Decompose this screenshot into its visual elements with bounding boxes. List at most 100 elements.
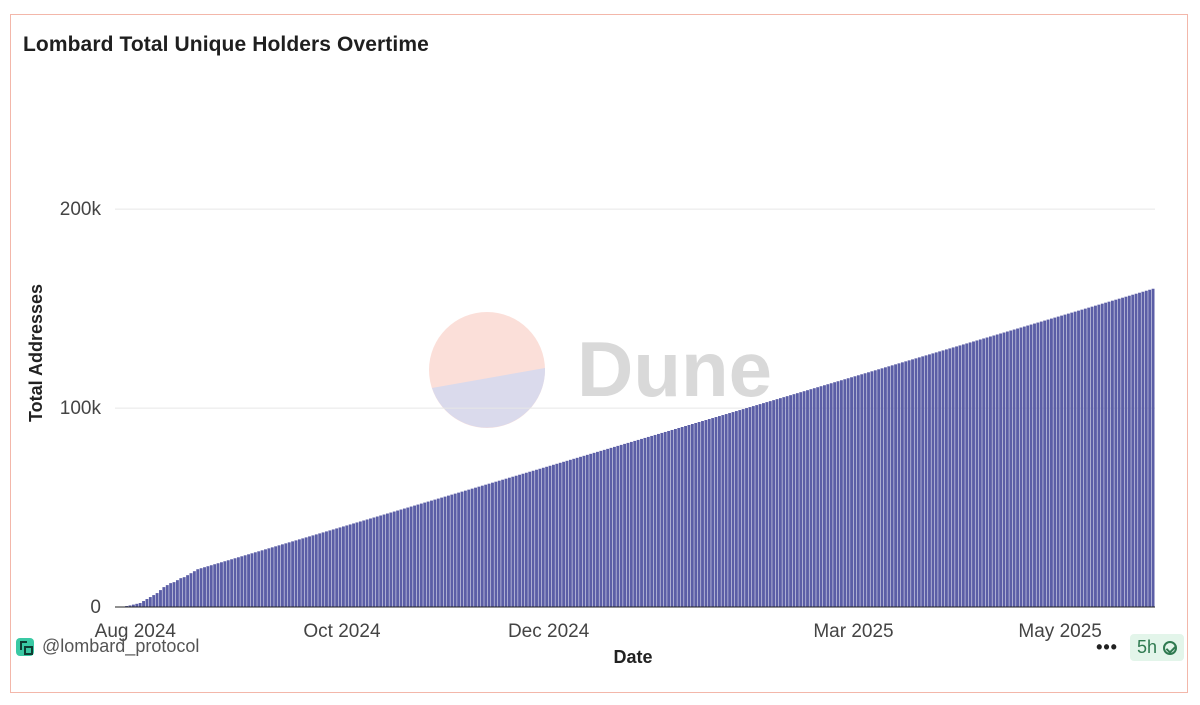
bar — [270, 547, 274, 607]
bar — [880, 368, 884, 607]
bar — [660, 432, 664, 607]
bar — [558, 462, 562, 607]
check-circle-icon — [1163, 640, 1177, 655]
bar — [1049, 318, 1053, 607]
bar — [755, 405, 759, 607]
bar — [718, 416, 721, 607]
bar — [314, 534, 318, 607]
bar — [978, 339, 982, 607]
bar — [657, 433, 660, 607]
bar — [1077, 310, 1080, 607]
bar — [982, 338, 986, 607]
bar — [1104, 302, 1108, 607]
bar — [809, 389, 813, 607]
bar — [216, 563, 220, 607]
author-name: @lombard_protocol — [42, 636, 200, 656]
bar — [389, 512, 393, 607]
bar — [538, 468, 542, 607]
bar — [785, 396, 789, 607]
bar — [606, 448, 610, 607]
bar — [484, 484, 488, 607]
bar — [497, 480, 501, 607]
bar — [341, 526, 345, 607]
bar — [799, 392, 803, 607]
bar — [318, 533, 322, 607]
y-axis-title: Total Addresses — [26, 284, 46, 422]
bar — [1121, 297, 1125, 607]
bar — [1056, 316, 1060, 607]
bar — [829, 383, 833, 607]
bar — [494, 481, 498, 607]
bar — [331, 529, 335, 607]
bar — [917, 357, 921, 607]
bar — [1100, 303, 1104, 607]
bar — [1131, 294, 1135, 607]
bar — [521, 473, 525, 607]
bar — [924, 355, 928, 607]
bar — [1083, 308, 1087, 607]
bar — [369, 518, 372, 607]
bar — [1114, 299, 1118, 607]
bar — [1080, 309, 1084, 607]
bar — [203, 567, 206, 607]
bar — [223, 561, 227, 607]
more-options-button[interactable]: ••• — [1096, 637, 1118, 657]
bar — [443, 496, 447, 607]
bar — [907, 360, 911, 607]
bar — [243, 555, 247, 607]
bar — [894, 364, 898, 607]
bar — [934, 352, 938, 607]
bar — [1005, 331, 1009, 607]
bar — [1036, 322, 1040, 607]
bar — [792, 394, 796, 607]
bar — [985, 337, 989, 607]
bar — [436, 498, 440, 607]
bar — [900, 362, 904, 607]
bar — [585, 454, 589, 607]
bar — [762, 403, 765, 607]
bar — [972, 341, 975, 607]
chart-title: Lombard Total Unique Holders Overtime — [23, 33, 429, 56]
bar — [758, 404, 762, 607]
bar — [1029, 324, 1033, 607]
bar — [406, 507, 410, 607]
bar — [413, 505, 416, 607]
x-axis-title: Date — [613, 647, 652, 667]
bar — [724, 414, 728, 607]
bar — [1117, 298, 1121, 607]
bar — [474, 487, 477, 607]
bar — [731, 412, 735, 607]
freshness-badge[interactable]: 5h — [1129, 634, 1184, 661]
bar — [1094, 305, 1097, 607]
bar — [931, 353, 935, 607]
bar — [565, 460, 569, 607]
bar — [1009, 330, 1013, 607]
bar — [843, 379, 847, 607]
bar — [734, 411, 738, 607]
bar — [291, 541, 295, 607]
bar — [904, 361, 908, 607]
bar — [348, 524, 352, 607]
bar — [358, 521, 362, 607]
author-link[interactable]: @lombard_protocol — [16, 636, 199, 657]
bar — [230, 559, 234, 607]
bar — [992, 335, 996, 607]
freshness-text: 5h — [1136, 637, 1157, 657]
bar — [264, 549, 267, 607]
bar — [1144, 290, 1148, 607]
bar — [260, 550, 264, 607]
bar — [165, 585, 169, 607]
bar — [640, 438, 643, 607]
bar — [501, 479, 505, 607]
bar — [701, 421, 704, 607]
bar — [846, 378, 850, 607]
bar — [633, 440, 637, 607]
bar — [392, 511, 396, 607]
bar — [541, 467, 545, 607]
bar — [175, 580, 179, 607]
bar — [768, 401, 772, 607]
bar — [1070, 312, 1074, 607]
bar — [1016, 328, 1019, 607]
bar — [897, 363, 901, 607]
bar — [487, 483, 491, 607]
